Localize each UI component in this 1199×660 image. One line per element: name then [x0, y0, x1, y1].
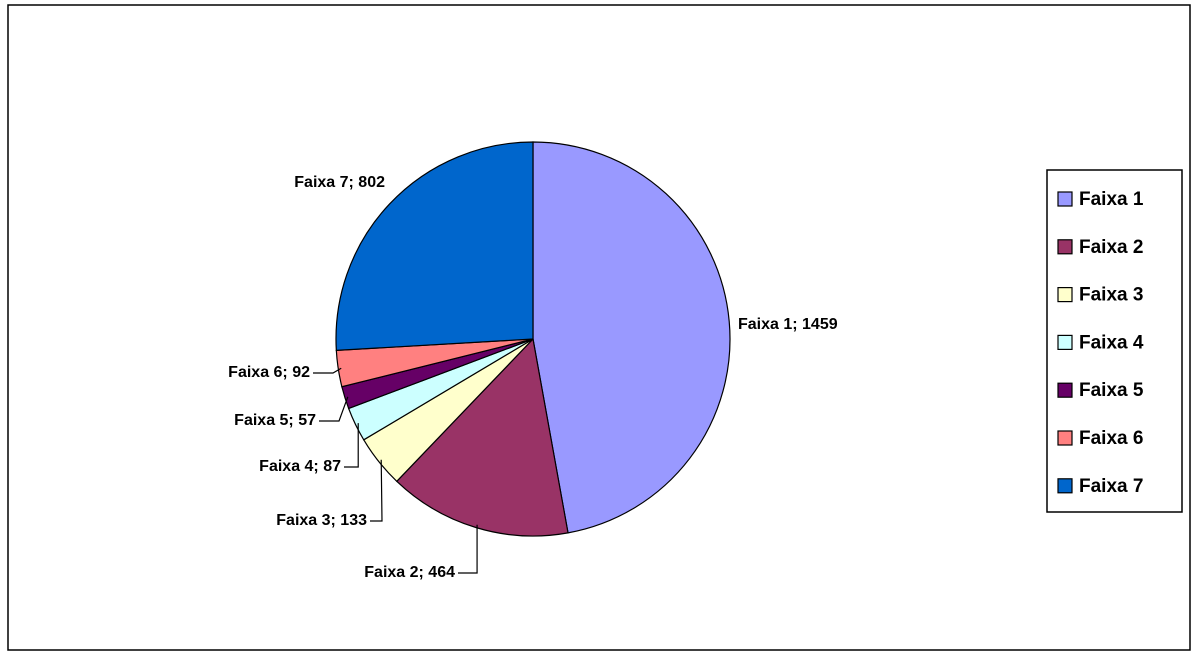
data-label: Faixa 1; 1459: [738, 316, 838, 333]
legend-label: Faixa 5: [1079, 380, 1144, 401]
legend-label: Faixa 2: [1079, 237, 1143, 258]
legend-swatch: [1057, 334, 1073, 350]
legend-swatch: [1057, 382, 1073, 398]
data-label: Faixa 4; 87: [259, 458, 341, 475]
leader-line: [370, 459, 383, 522]
data-label: Faixa 7; 802: [294, 174, 385, 191]
leader-line: [313, 367, 342, 374]
legend-label: Faixa 3: [1079, 285, 1143, 306]
legend-swatch: [1057, 239, 1073, 255]
legend-label: Faixa 7: [1079, 476, 1143, 497]
leader-line: [319, 396, 349, 422]
legend-swatch: [1057, 287, 1073, 303]
leader-line: [458, 524, 478, 574]
leader-line: [344, 423, 359, 468]
pie-slice: [395, 337, 569, 537]
legend-swatch: [1057, 478, 1073, 494]
legend-swatch: [1057, 430, 1073, 446]
legend-label: Faixa 1: [1079, 189, 1144, 210]
data-label: Faixa 3; 133: [276, 512, 367, 529]
pie-slice: [532, 141, 731, 534]
legend-label: Faixa 6: [1079, 428, 1143, 449]
legend-swatch: [1057, 191, 1073, 207]
pie-slice: [335, 141, 534, 352]
data-label: Faixa 5; 57: [234, 412, 316, 429]
data-label: Faixa 6; 92: [228, 364, 310, 381]
data-label: Faixa 2; 464: [364, 564, 455, 581]
legend-label: Faixa 4: [1079, 332, 1144, 353]
